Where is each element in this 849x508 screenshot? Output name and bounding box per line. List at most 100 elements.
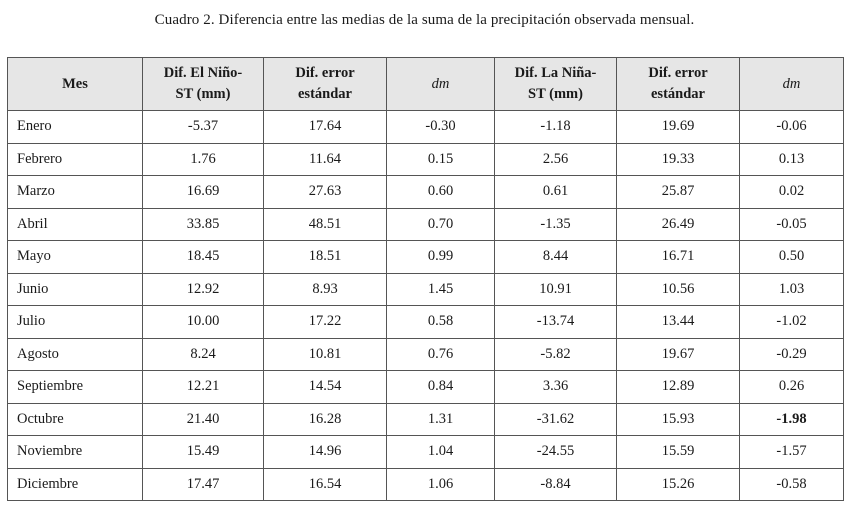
error-estandar-nino-cell: 14.54 [263, 370, 387, 404]
dif-el-nino-cell: 17.47 [142, 467, 264, 501]
header-dm-nina: dm [739, 57, 844, 111]
month-cell: Julio [7, 305, 143, 339]
month-cell: Junio [7, 272, 143, 306]
error-estandar-nina-cell: 15.26 [616, 467, 740, 501]
month-cell: Abril [7, 207, 143, 241]
header-dif-error-estandar-nino: Dif. error estándar [263, 57, 387, 111]
dm-nina-cell: -1.98 [739, 402, 844, 436]
error-estandar-nino-cell: 27.63 [263, 175, 387, 209]
error-estandar-nina-cell: 19.69 [616, 110, 740, 144]
error-estandar-nino-cell: 14.96 [263, 435, 387, 469]
dif-el-nino-cell: 15.49 [142, 435, 264, 469]
error-estandar-nina-cell: 16.71 [616, 240, 740, 274]
error-estandar-nina-cell: 12.89 [616, 370, 740, 404]
table-row: Marzo 16.69 27.63 0.60 0.61 25.87 0.02 [7, 175, 844, 209]
dif-el-nino-cell: 12.92 [142, 272, 264, 306]
month-cell: Noviembre [7, 435, 143, 469]
month-cell: Agosto [7, 337, 143, 371]
dm-nino-cell: 0.76 [386, 337, 495, 371]
table-row: Febrero 1.76 11.64 0.15 2.56 19.33 0.13 [7, 142, 844, 176]
dm-nina-cell: -0.58 [739, 467, 844, 501]
error-estandar-nino-cell: 8.93 [263, 272, 387, 306]
header-dif-la-nina: Dif. La Niña- ST (mm) [494, 57, 617, 111]
table-row: Julio 10.00 17.22 0.58 -13.74 13.44 -1.02 [7, 305, 844, 339]
dm-nino-cell: 1.45 [386, 272, 495, 306]
table-row: Junio 12.92 8.93 1.45 10.91 10.56 1.03 [7, 272, 844, 306]
error-estandar-nino-cell: 16.54 [263, 467, 387, 501]
dif-la-nina-cell: -5.82 [494, 337, 617, 371]
table-body: Enero -5.37 17.64 -0.30 -1.18 19.69 -0.06 Febre… [7, 110, 844, 501]
error-estandar-nina-cell: 15.93 [616, 402, 740, 436]
dif-el-nino-cell: 12.21 [142, 370, 264, 404]
error-estandar-nina-cell: 15.59 [616, 435, 740, 469]
dif-la-nina-cell: -1.35 [494, 207, 617, 241]
dif-la-nina-cell: -8.84 [494, 467, 617, 501]
table-row: Agosto 8.24 10.81 0.76 -5.82 19.67 -0.29 [7, 337, 844, 371]
error-estandar-nina-cell: 13.44 [616, 305, 740, 339]
table-row: Octubre 21.40 16.28 1.31 -31.62 15.93 -1.98 [7, 402, 844, 436]
month-cell: Mayo [7, 240, 143, 274]
dif-la-nina-cell: 3.36 [494, 370, 617, 404]
error-estandar-nina-cell: 19.33 [616, 142, 740, 176]
error-estandar-nino-cell: 10.81 [263, 337, 387, 371]
table-caption: Cuadro 2. Diferencia entre las medias de… [154, 12, 695, 28]
dif-el-nino-cell: 8.24 [142, 337, 264, 371]
header-dm-nino: dm [386, 57, 495, 111]
dm-nina-cell: 0.50 [739, 240, 844, 274]
dm-nino-cell: 1.04 [386, 435, 495, 469]
dm-nino-cell: 0.60 [386, 175, 495, 209]
error-estandar-nino-cell: 17.64 [263, 110, 387, 144]
dm-nina-cell: -0.29 [739, 337, 844, 371]
dm-nino-cell: 1.06 [386, 467, 495, 501]
month-cell: Septiembre [7, 370, 143, 404]
dif-la-nina-cell: -24.55 [494, 435, 617, 469]
dif-el-nino-cell: 33.85 [142, 207, 264, 241]
dm-nino-cell: -0.30 [386, 110, 495, 144]
dif-la-nina-cell: -1.18 [494, 110, 617, 144]
dif-la-nina-cell: 2.56 [494, 142, 617, 176]
error-estandar-nino-cell: 48.51 [263, 207, 387, 241]
dif-la-nina-cell: 8.44 [494, 240, 617, 274]
table-row: Abril 33.85 48.51 0.70 -1.35 26.49 -0.05 [7, 207, 844, 241]
error-estandar-nino-cell: 16.28 [263, 402, 387, 436]
dm-nino-cell: 0.15 [386, 142, 495, 176]
dm-nino-cell: 0.70 [386, 207, 495, 241]
dm-nina-cell: -1.57 [739, 435, 844, 469]
error-estandar-nino-cell: 18.51 [263, 240, 387, 274]
dif-la-nina-cell: 10.91 [494, 272, 617, 306]
table-row: Enero -5.37 17.64 -0.30 -1.18 19.69 -0.06 [7, 110, 844, 144]
dif-la-nina-cell: 0.61 [494, 175, 617, 209]
table-row: Mayo 18.45 18.51 0.99 8.44 16.71 0.50 [7, 240, 844, 274]
table-row: Septiembre 12.21 14.54 0.84 3.36 12.89 0.26 [7, 370, 844, 404]
header-row: Mes Dif. El Niño- ST (mm) Dif. error están… [7, 57, 844, 111]
dm-nina-cell: 0.02 [739, 175, 844, 209]
month-cell: Diciembre [7, 467, 143, 501]
month-cell: Marzo [7, 175, 143, 209]
dm-nina-cell: -0.06 [739, 110, 844, 144]
dm-nino-cell: 0.58 [386, 305, 495, 339]
month-cell: Octubre [7, 402, 143, 436]
error-estandar-nino-cell: 11.64 [263, 142, 387, 176]
dm-nino-cell: 0.84 [386, 370, 495, 404]
dm-nina-cell: -0.05 [739, 207, 844, 241]
dm-nina-cell: -1.02 [739, 305, 844, 339]
table-row: Noviembre 15.49 14.96 1.04 -24.55 15.59 -1.57 [7, 435, 844, 469]
header-dif-el-nino: Dif. El Niño- ST (mm) [142, 57, 264, 111]
dm-nino-cell: 0.99 [386, 240, 495, 274]
dif-la-nina-cell: -13.74 [494, 305, 617, 339]
error-estandar-nina-cell: 19.67 [616, 337, 740, 371]
month-cell: Febrero [7, 142, 143, 176]
dif-el-nino-cell: 10.00 [142, 305, 264, 339]
dm-nina-cell: 0.13 [739, 142, 844, 176]
dif-el-nino-cell: -5.37 [142, 110, 264, 144]
error-estandar-nina-cell: 25.87 [616, 175, 740, 209]
error-estandar-nino-cell: 17.22 [263, 305, 387, 339]
dif-el-nino-cell: 21.40 [142, 402, 264, 436]
header-mes: Mes [7, 57, 143, 111]
table-row: Diciembre 17.47 16.54 1.06 -8.84 15.26 -0.58 [7, 467, 844, 501]
dm-nina-cell: 0.26 [739, 370, 844, 404]
error-estandar-nina-cell: 26.49 [616, 207, 740, 241]
dif-el-nino-cell: 1.76 [142, 142, 264, 176]
dm-nina-cell: 1.03 [739, 272, 844, 306]
precipitation-table: Mes Dif. El Niño- ST (mm) Dif. error están… [7, 57, 844, 501]
